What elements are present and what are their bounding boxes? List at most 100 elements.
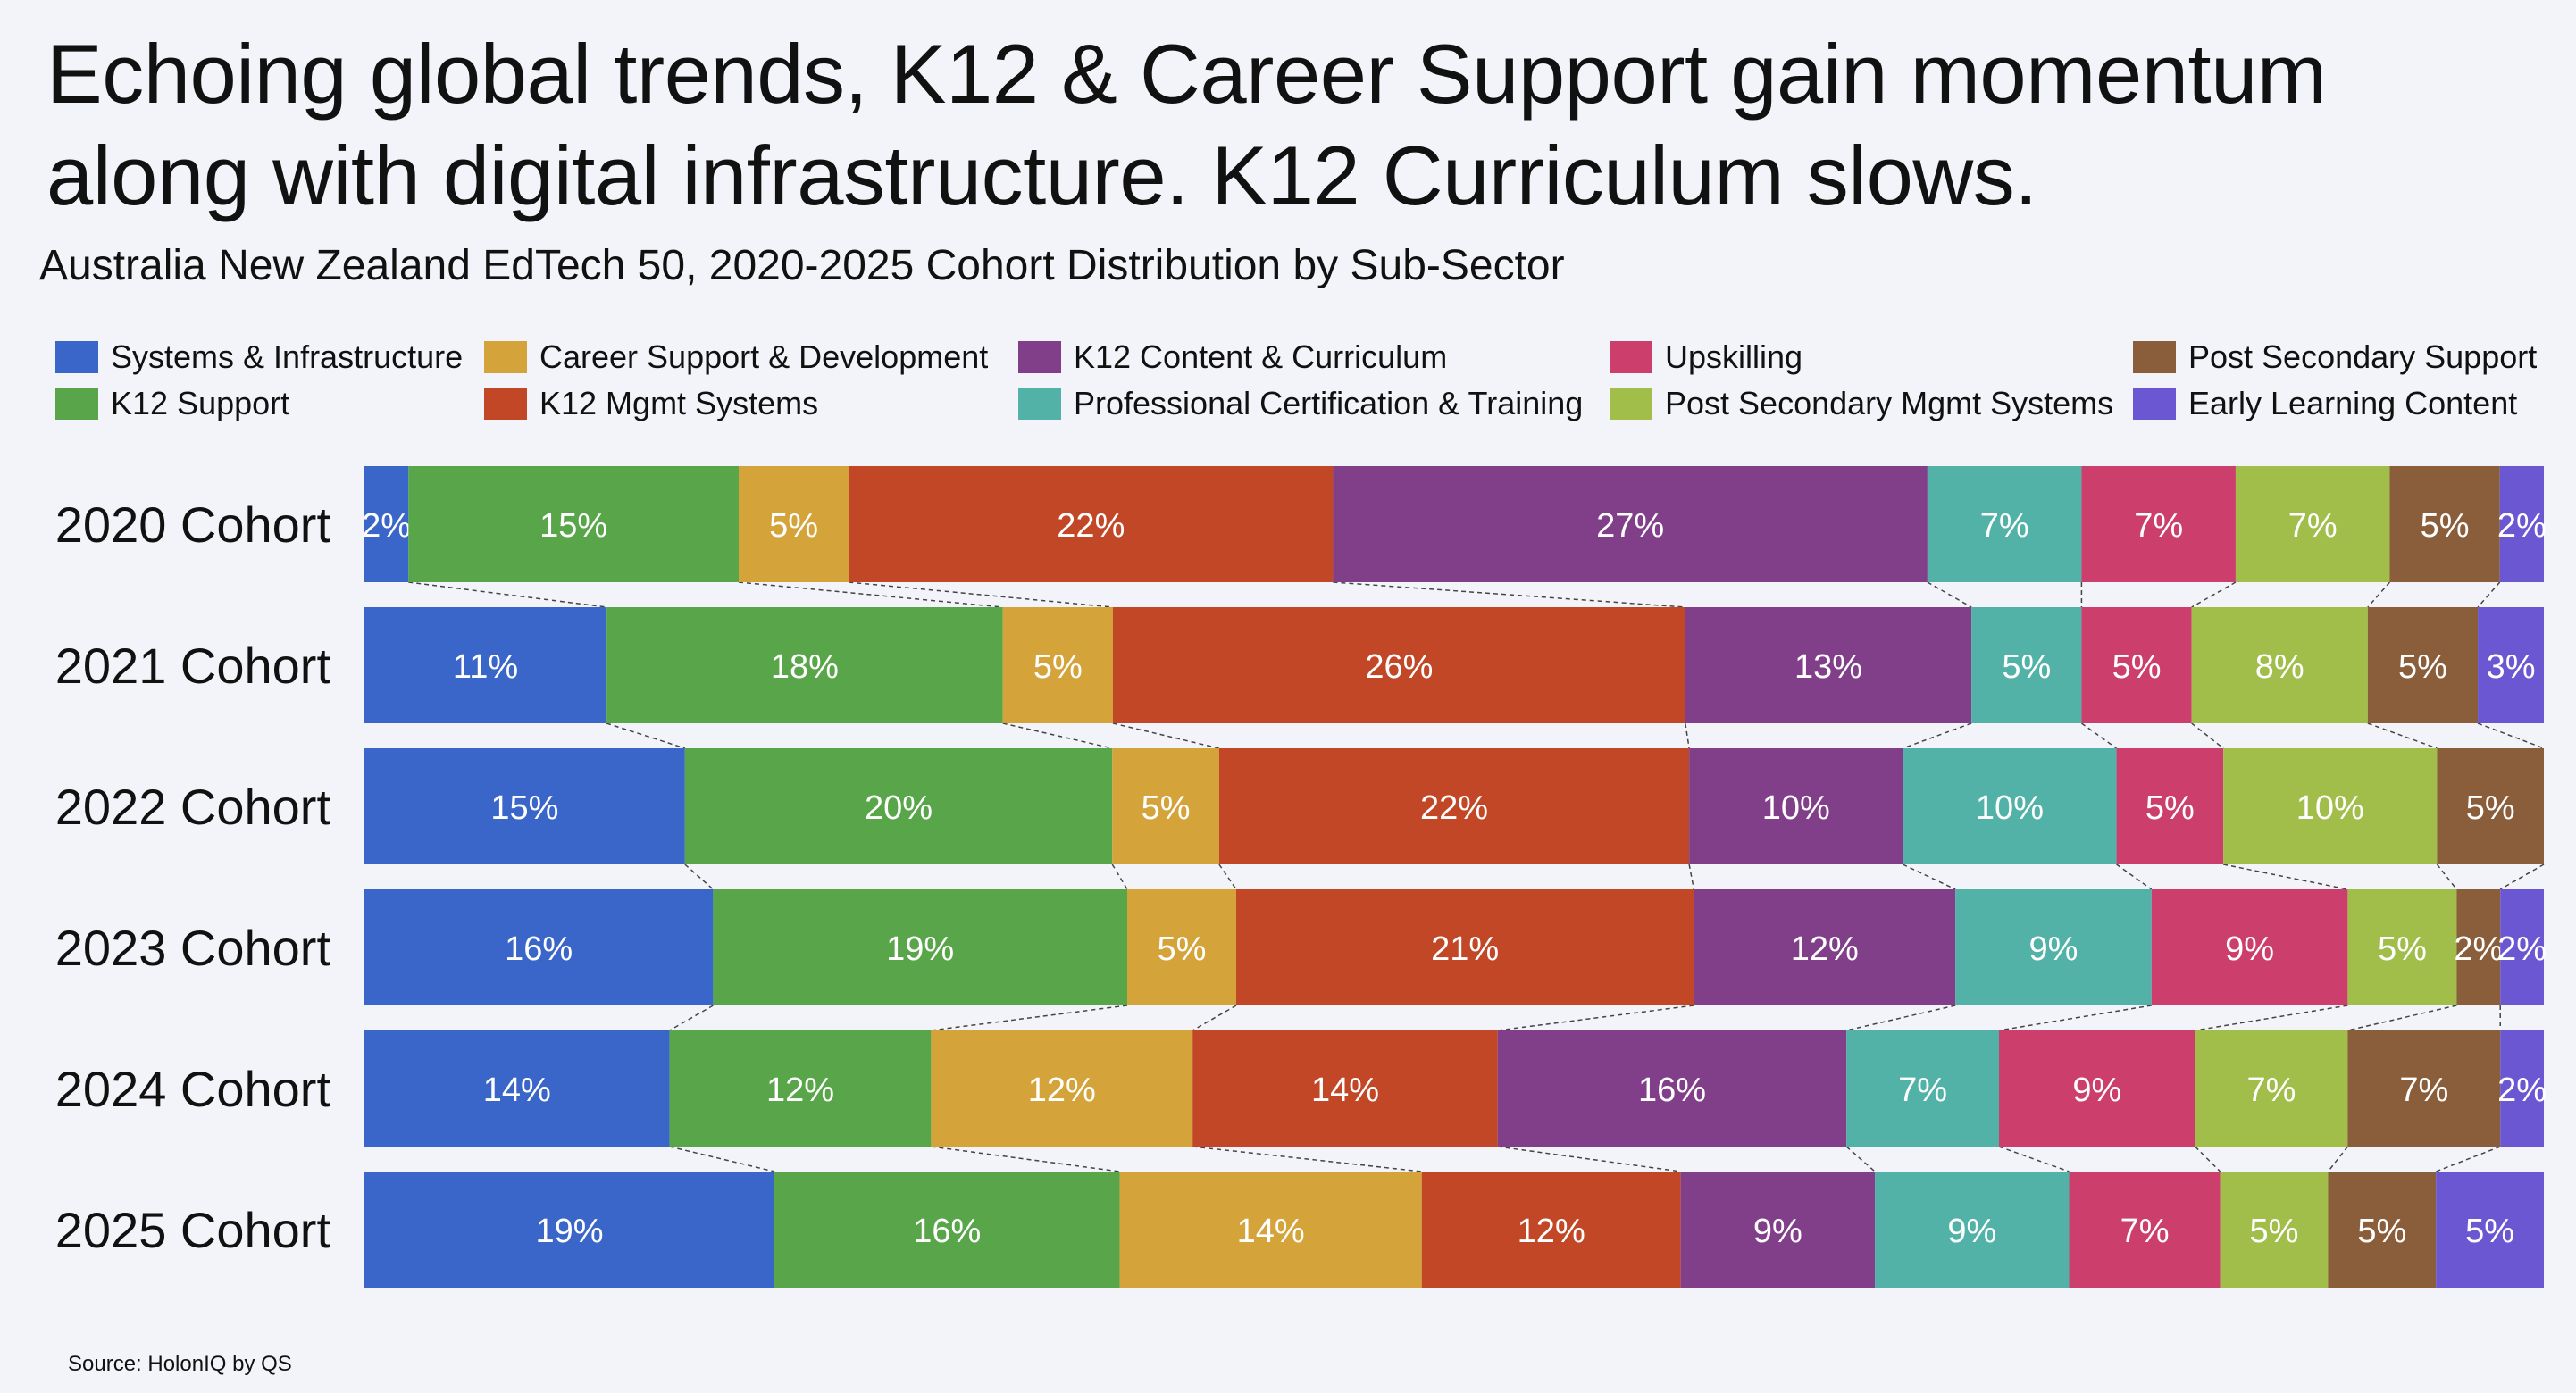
- data-label: 20%: [865, 789, 933, 827]
- bar-segment-post-secondary-support: [2456, 889, 2501, 1005]
- bar-segment-k12-content-and-curriculum: [1689, 748, 1903, 864]
- data-label: 9%: [2225, 930, 2274, 968]
- data-label: 5%: [2466, 789, 2515, 827]
- bar-segment-k12-support: [606, 607, 1003, 723]
- bar-segment-k12-content-and-curriculum: [1685, 607, 1972, 723]
- connector-line: [1192, 1005, 1237, 1031]
- data-label: 8%: [2255, 648, 2304, 686]
- bar-segment-systems-and-infrastructure: [364, 1172, 775, 1288]
- connector-line: [1218, 863, 1237, 890]
- bar-segment-career-support-and-development: [1119, 1172, 1422, 1288]
- data-label: 19%: [886, 930, 954, 968]
- legend-item-post-secondary-mgmt-systems: Post Secondary Mgmt Systems: [1610, 384, 2113, 423]
- connector-line: [1192, 1146, 1422, 1172]
- data-label: 7%: [2399, 1072, 2448, 1109]
- connector-line: [2191, 581, 2237, 608]
- legend-swatch: [1018, 388, 1061, 420]
- data-label: 27%: [1596, 507, 1664, 545]
- data-label: 3%: [2487, 648, 2536, 686]
- connector-line: [669, 1005, 714, 1031]
- data-label: 5%: [2357, 1213, 2406, 1250]
- data-label: 7%: [2134, 507, 2183, 545]
- legend-label: Post Secondary Support: [2188, 338, 2538, 375]
- bar-segment-k12-content-and-curriculum: [1497, 1030, 1847, 1147]
- connector-line: [1845, 1146, 1876, 1172]
- bar-segment-early-learning-content: [2478, 607, 2544, 723]
- connector-line: [2477, 581, 2501, 608]
- bar-segment-k12-content-and-curriculum: [1680, 1172, 1876, 1288]
- connector-line: [1903, 863, 1956, 890]
- legend-swatch: [1610, 341, 1652, 373]
- data-label: 14%: [483, 1072, 551, 1109]
- legend-label: Post Secondary Mgmt Systems: [1665, 385, 2114, 421]
- data-label: 21%: [1431, 930, 1499, 968]
- data-label: 5%: [769, 507, 818, 545]
- data-label: 10%: [1976, 789, 2044, 827]
- bar-segment-systems-and-infrastructure: [364, 607, 607, 723]
- legend-item-post-secondary-support: Post Secondary Support: [2133, 338, 2537, 377]
- connector-line: [1903, 722, 1972, 749]
- connector-line: [931, 1146, 1120, 1172]
- data-label: 12%: [1518, 1213, 1585, 1250]
- data-label: 5%: [2421, 507, 2470, 545]
- bar-segment-post-secondary-support: [2328, 1172, 2437, 1288]
- connector-line: [1002, 722, 1113, 749]
- connector-line: [669, 1146, 775, 1172]
- bar-segment-upskilling: [2116, 748, 2224, 864]
- connector-line: [684, 863, 714, 890]
- bar-segment-career-support-and-development: [738, 466, 849, 582]
- data-label: 9%: [1947, 1213, 1996, 1250]
- bar-segment-systems-and-infrastructure: [364, 748, 685, 864]
- connector-line: [2367, 581, 2391, 608]
- bar-segment-professional-certification-and-training: [1955, 889, 2152, 1005]
- data-label: 2%: [2497, 1072, 2547, 1109]
- connector-line: [1688, 863, 1695, 890]
- data-label: 10%: [1762, 789, 1830, 827]
- legend-item-upskilling: Upskilling: [1610, 338, 1802, 377]
- connector-line: [2195, 1146, 2221, 1172]
- data-label: 7%: [1898, 1072, 1947, 1109]
- legend-swatch: [1018, 341, 1061, 373]
- bar-segment-k12-mgmt-systems: [1421, 1172, 1681, 1288]
- bar-segment-career-support-and-development: [1127, 889, 1236, 1005]
- connector-line: [2327, 1146, 2348, 1172]
- data-label: 5%: [1033, 648, 1083, 686]
- legend-swatch: [484, 341, 527, 373]
- data-label: 5%: [2250, 1213, 2299, 1250]
- legend-item-k12-support: K12 Support: [55, 384, 289, 423]
- data-label: 2%: [2454, 930, 2503, 968]
- bar-segment-early-learning-content: [2500, 889, 2544, 1005]
- bar-segment-post-secondary-mgmt-systems: [2220, 1172, 2329, 1288]
- connector-line: [606, 722, 686, 749]
- category-label: 2022 Cohort: [55, 779, 331, 835]
- data-label: 22%: [1420, 789, 1488, 827]
- bar-segment-systems-and-infrastructure: [364, 889, 714, 1005]
- data-label: 5%: [1142, 789, 1191, 827]
- connector-line: [1111, 863, 1128, 890]
- data-label: 13%: [1794, 648, 1862, 686]
- legend-swatch: [55, 388, 98, 420]
- connector-line: [2436, 863, 2457, 890]
- connector-line: [1927, 581, 1972, 608]
- connector-line: [2223, 863, 2348, 890]
- legend-swatch: [55, 341, 98, 373]
- bar-segment-k12-support: [684, 748, 1113, 864]
- connector-line: [2195, 1005, 2348, 1031]
- bar-segment-k12-content-and-curriculum: [1694, 889, 1956, 1005]
- data-label: 11%: [453, 648, 518, 686]
- bar-segment-upskilling: [2151, 889, 2348, 1005]
- bar-segment-systems-and-infrastructure: [364, 466, 409, 582]
- legend-label: Professional Certification & Training: [1074, 385, 1584, 421]
- bar-segment-k12-support: [408, 466, 739, 582]
- category-label: 2024 Cohort: [55, 1061, 331, 1117]
- legend-label: Career Support & Development: [539, 338, 989, 375]
- bar-segment-k12-mgmt-systems: [1112, 607, 1685, 723]
- data-label: 7%: [2120, 1213, 2170, 1250]
- data-label: 15%: [539, 507, 607, 545]
- bar-segment-early-learning-content: [2436, 1172, 2544, 1288]
- connector-line: [2477, 722, 2545, 749]
- data-label: 5%: [2398, 648, 2447, 686]
- data-label: 22%: [1057, 507, 1125, 545]
- data-label: 15%: [490, 789, 558, 827]
- legend-label: Systems & Infrastructure: [111, 338, 464, 375]
